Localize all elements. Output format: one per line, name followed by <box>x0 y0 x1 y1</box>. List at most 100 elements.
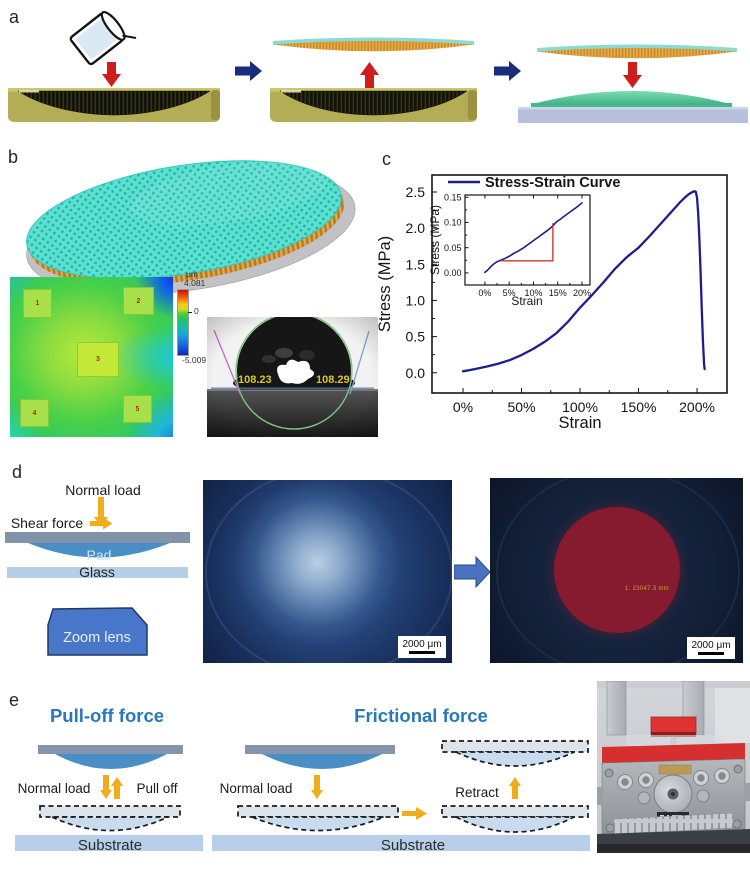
svg-text:0.10: 0.10 <box>444 218 462 228</box>
map-point-square: 1 <box>23 289 52 318</box>
map-point-number: 3 <box>96 356 100 363</box>
panel-a-label: a <box>9 7 20 27</box>
svg-text:Stress (MPa): Stress (MPa) <box>376 236 394 332</box>
colorbar-min: -5.009 <box>182 355 207 365</box>
contact-area-micrograph-highlighted: 1: 23047.3 mm 2000 μm <box>490 478 743 663</box>
svg-text:Stress-Strain Curve: Stress-Strain Curve <box>485 175 620 191</box>
svg-text:10%: 10% <box>524 288 542 298</box>
yellow-down-arrow <box>311 775 323 799</box>
yellow-down-arrow <box>100 775 112 799</box>
dome-pad-on-substrate <box>518 91 748 123</box>
yellow-right-arrow-shear <box>90 517 113 530</box>
scale-bar-line <box>409 651 435 654</box>
normal-load-label: Normal load <box>65 482 140 498</box>
colorbar: μm 4.081 0 -5.009 <box>172 270 224 366</box>
map-point-square: 2 <box>123 287 154 315</box>
colorbar-mid: 0 <box>194 306 199 316</box>
blue-right-arrow-analysis <box>454 555 491 589</box>
svg-text:200%: 200% <box>679 399 715 415</box>
svg-text:0.5: 0.5 <box>406 329 426 345</box>
svg-text:Stress (MPa): Stress (MPa) <box>428 205 442 275</box>
side-screw <box>696 789 710 803</box>
load-frame-arm <box>606 681 627 736</box>
test-apparatus-photo <box>597 681 750 853</box>
scale-bar-line <box>698 652 724 655</box>
svg-text:0.15: 0.15 <box>444 193 462 203</box>
main-plot: 0% 50% 100% 150% 200% 0.0 0.5 1.0 1.5 2.0 2.5 Strai… <box>376 174 728 432</box>
svg-text:0%: 0% <box>453 399 473 415</box>
dashed-pad-outline <box>39 805 181 818</box>
svg-text:0%: 0% <box>478 288 491 298</box>
map-point-number: 4 <box>32 409 37 417</box>
map-point-number: 1 <box>35 300 40 307</box>
svg-text:0.00: 0.00 <box>444 268 462 278</box>
retract-label: Retract <box>455 785 499 800</box>
svg-text:Strain: Strain <box>558 414 601 432</box>
scale-bar: 2000 μm <box>398 636 446 658</box>
map-point-square: 5 <box>123 395 152 423</box>
knurled-screws <box>617 768 730 790</box>
pad-label: Pad <box>87 547 112 563</box>
normal-load-label: Normal load <box>220 781 293 796</box>
yellow-up-arrow <box>111 777 123 799</box>
panel-e-label: e <box>9 690 20 710</box>
svg-text:0.05: 0.05 <box>444 243 462 253</box>
panel-e-schematics: .dashrect{fill:#dce4ec;stroke:#1a1a1a;st… <box>15 705 590 854</box>
svg-text:Strain: Strain <box>511 294 542 308</box>
map-point-square: 3 <box>77 342 119 377</box>
panel-d-label: d <box>12 462 23 482</box>
map-point-number: 2 <box>136 297 141 305</box>
glass-label: Glass <box>79 564 115 580</box>
svg-text:20%: 20% <box>573 288 591 298</box>
micropillar-film-transfer <box>537 44 737 59</box>
navy-right-arrow-step1 <box>235 61 262 81</box>
navy-right-arrow-step2 <box>494 61 521 81</box>
peeled-micropillar-film <box>273 37 474 52</box>
scale-bar-text: 2000 μm <box>691 640 731 651</box>
dashed-pad-outline-retracted <box>441 740 589 753</box>
pulloff-schematic: Normal load Pull off Substrate <box>15 745 203 854</box>
dashed-pad-outline <box>237 805 399 818</box>
contact-area-overlay <box>554 507 680 633</box>
substrate-label: Substrate <box>78 837 142 854</box>
colorbar-zero-tick <box>188 311 192 313</box>
friction-schematic: Normal load Retract Substrate <box>212 740 590 854</box>
svg-text:0.0: 0.0 <box>406 365 426 381</box>
red-down-arrow-pour <box>102 62 121 87</box>
colorbar-unit: μm <box>186 269 198 279</box>
yellow-up-arrow-retract <box>509 777 521 799</box>
micropatterned-mold-empty <box>270 88 477 122</box>
frictional-force-heading: Frictional force <box>354 705 488 726</box>
pull-off-label: Pull off <box>136 781 177 796</box>
colorbar-gradient <box>177 289 189 356</box>
inset-plot: 0% 5% 10% 15% 20% 0.00 0.05 0.10 0.15 Strain Stres… <box>428 193 591 308</box>
svg-text:100%: 100% <box>562 399 598 415</box>
contact-angle-image: 108.23 108.29 <box>207 317 378 437</box>
red-sample-holder <box>650 716 697 735</box>
svg-text:15%: 15% <box>549 288 567 298</box>
shear-force-label: Shear force <box>11 515 84 531</box>
scale-bar-text: 2000 μm <box>402 639 442 650</box>
backing-layer <box>5 532 190 543</box>
panel-b-label: b <box>8 147 19 167</box>
pad-dome <box>28 543 170 558</box>
map-point-number: 5 <box>135 405 140 413</box>
svg-text:1.5: 1.5 <box>406 256 426 272</box>
micropatterned-mold-filled <box>8 88 220 122</box>
glass-slide <box>7 567 188 578</box>
stage-red-stripe <box>602 743 745 763</box>
svg-text:50%: 50% <box>508 399 536 415</box>
zoom-lens-shape <box>47 607 148 656</box>
contact-area-micrograph: 2000 μm <box>203 480 452 663</box>
pouring-beaker-icon <box>69 11 137 66</box>
dashed-pad-outline-sliding <box>441 805 589 818</box>
stress-strain-chart: 0% 50% 100% 150% 200% 0.0 0.5 1.0 1.5 2.0 2.5 Strai… <box>376 174 728 432</box>
side-screw <box>637 791 651 805</box>
substrate-bar <box>212 835 590 851</box>
svg-text:2.0: 2.0 <box>406 220 426 236</box>
normal-load-label: Normal load <box>18 781 91 796</box>
area-measurement-text: 1: 23047.3 mm <box>625 586 669 592</box>
colorbar-max: 4.081 <box>184 278 206 288</box>
pulloff-force-heading: Pull-off force <box>50 705 164 726</box>
